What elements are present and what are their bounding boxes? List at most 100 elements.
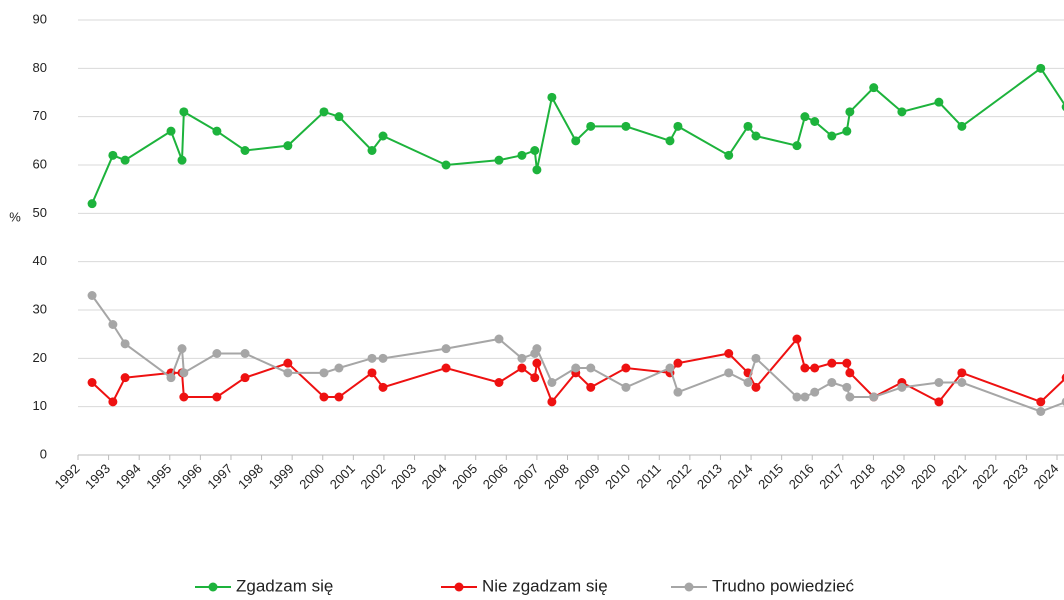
series-line [91, 66, 1064, 205]
data-point [673, 358, 683, 368]
data-point [120, 155, 130, 165]
data-point [810, 363, 820, 373]
data-point [532, 165, 542, 175]
data-point [494, 378, 504, 387]
x-tick-label: 2021 [939, 461, 970, 492]
data-point [673, 121, 683, 131]
data-point [827, 378, 837, 387]
data-point [800, 112, 810, 122]
y-tick-label: 90 [33, 11, 47, 26]
x-tick-label: 2013 [694, 461, 725, 492]
legend-marker [684, 582, 694, 592]
data-point [212, 392, 222, 402]
data-point [792, 392, 802, 402]
y-tick-label: 80 [33, 60, 47, 75]
x-tick-label: 2018 [847, 461, 878, 492]
data-point [334, 363, 344, 373]
data-point [283, 141, 293, 151]
x-tick-label: 2016 [786, 461, 817, 492]
x-tick-label: 2009 [572, 461, 603, 492]
data-point [177, 344, 187, 354]
data-point [547, 397, 557, 407]
x-tick-label: 1994 [113, 461, 144, 492]
data-point [869, 83, 879, 93]
data-point [665, 363, 675, 373]
data-point [957, 368, 967, 378]
data-point [800, 363, 810, 373]
x-tick-label: 2006 [480, 461, 511, 492]
legend-label: Trudno powiedzieć [712, 576, 855, 595]
data-point [1036, 63, 1046, 73]
x-tick-label: 2019 [878, 461, 909, 492]
x-tick-label: 2024 [1030, 461, 1061, 492]
data-point [621, 121, 631, 131]
data-point [751, 382, 761, 392]
y-tick-label: 40 [33, 253, 47, 268]
data-point [934, 378, 944, 387]
data-point [378, 131, 388, 141]
data-point [845, 392, 855, 402]
x-tick-label: 2014 [725, 461, 756, 492]
data-point [547, 92, 557, 102]
data-point [108, 397, 118, 407]
x-tick-label: 1997 [204, 461, 235, 492]
data-point [751, 131, 761, 141]
data-point [319, 107, 329, 117]
data-point [957, 121, 967, 131]
x-tick-label: 1992 [51, 461, 82, 492]
y-tick-label: 0 [40, 446, 47, 461]
data-point [827, 358, 837, 368]
data-point [571, 363, 581, 373]
x-tick-label: 1995 [143, 461, 174, 492]
data-point [179, 392, 189, 402]
data-point [586, 363, 596, 373]
data-point [724, 368, 734, 378]
data-point [212, 349, 222, 358]
data-point [724, 150, 734, 160]
data-point [240, 373, 250, 383]
x-tick-label: 1993 [82, 461, 113, 492]
x-tick-label: 2022 [969, 461, 1000, 492]
data-point [751, 353, 761, 363]
data-point [87, 291, 97, 300]
data-point [800, 392, 810, 402]
data-point [934, 97, 944, 107]
x-tick-label: 2007 [510, 461, 541, 492]
data-point [810, 387, 820, 397]
data-point [934, 397, 944, 407]
data-point [1061, 397, 1064, 406]
data-point [532, 344, 542, 354]
data-point [957, 378, 967, 387]
data-point [621, 382, 631, 392]
data-point [441, 344, 451, 354]
data-point [530, 373, 540, 383]
legend-marker [454, 582, 464, 592]
data-point [586, 121, 596, 131]
data-point [810, 117, 820, 126]
x-tick-label: 2012 [663, 461, 694, 492]
data-point [743, 378, 753, 387]
data-point [367, 353, 377, 363]
x-tick-label: 2003 [388, 461, 419, 492]
x-tick-label: 2002 [357, 461, 388, 492]
legend-label: Nie zgadzam się [482, 576, 608, 595]
data-point [621, 363, 631, 373]
y-axis-label: % [9, 209, 21, 224]
x-tick-label: 2004 [419, 461, 450, 492]
data-point [532, 358, 542, 368]
data-point [179, 368, 189, 378]
data-point [897, 107, 907, 117]
data-point [378, 382, 388, 392]
data-point [673, 387, 683, 397]
data-point [724, 349, 734, 358]
data-point [571, 136, 581, 146]
data-point [319, 368, 329, 378]
data-point [517, 150, 527, 160]
data-point [547, 378, 557, 387]
x-tick-label: 2015 [755, 461, 786, 492]
data-point [441, 363, 451, 373]
y-tick-label: 30 [33, 301, 47, 316]
x-tick-label: 1996 [174, 461, 205, 492]
x-tick-label: 2023 [1000, 461, 1031, 492]
